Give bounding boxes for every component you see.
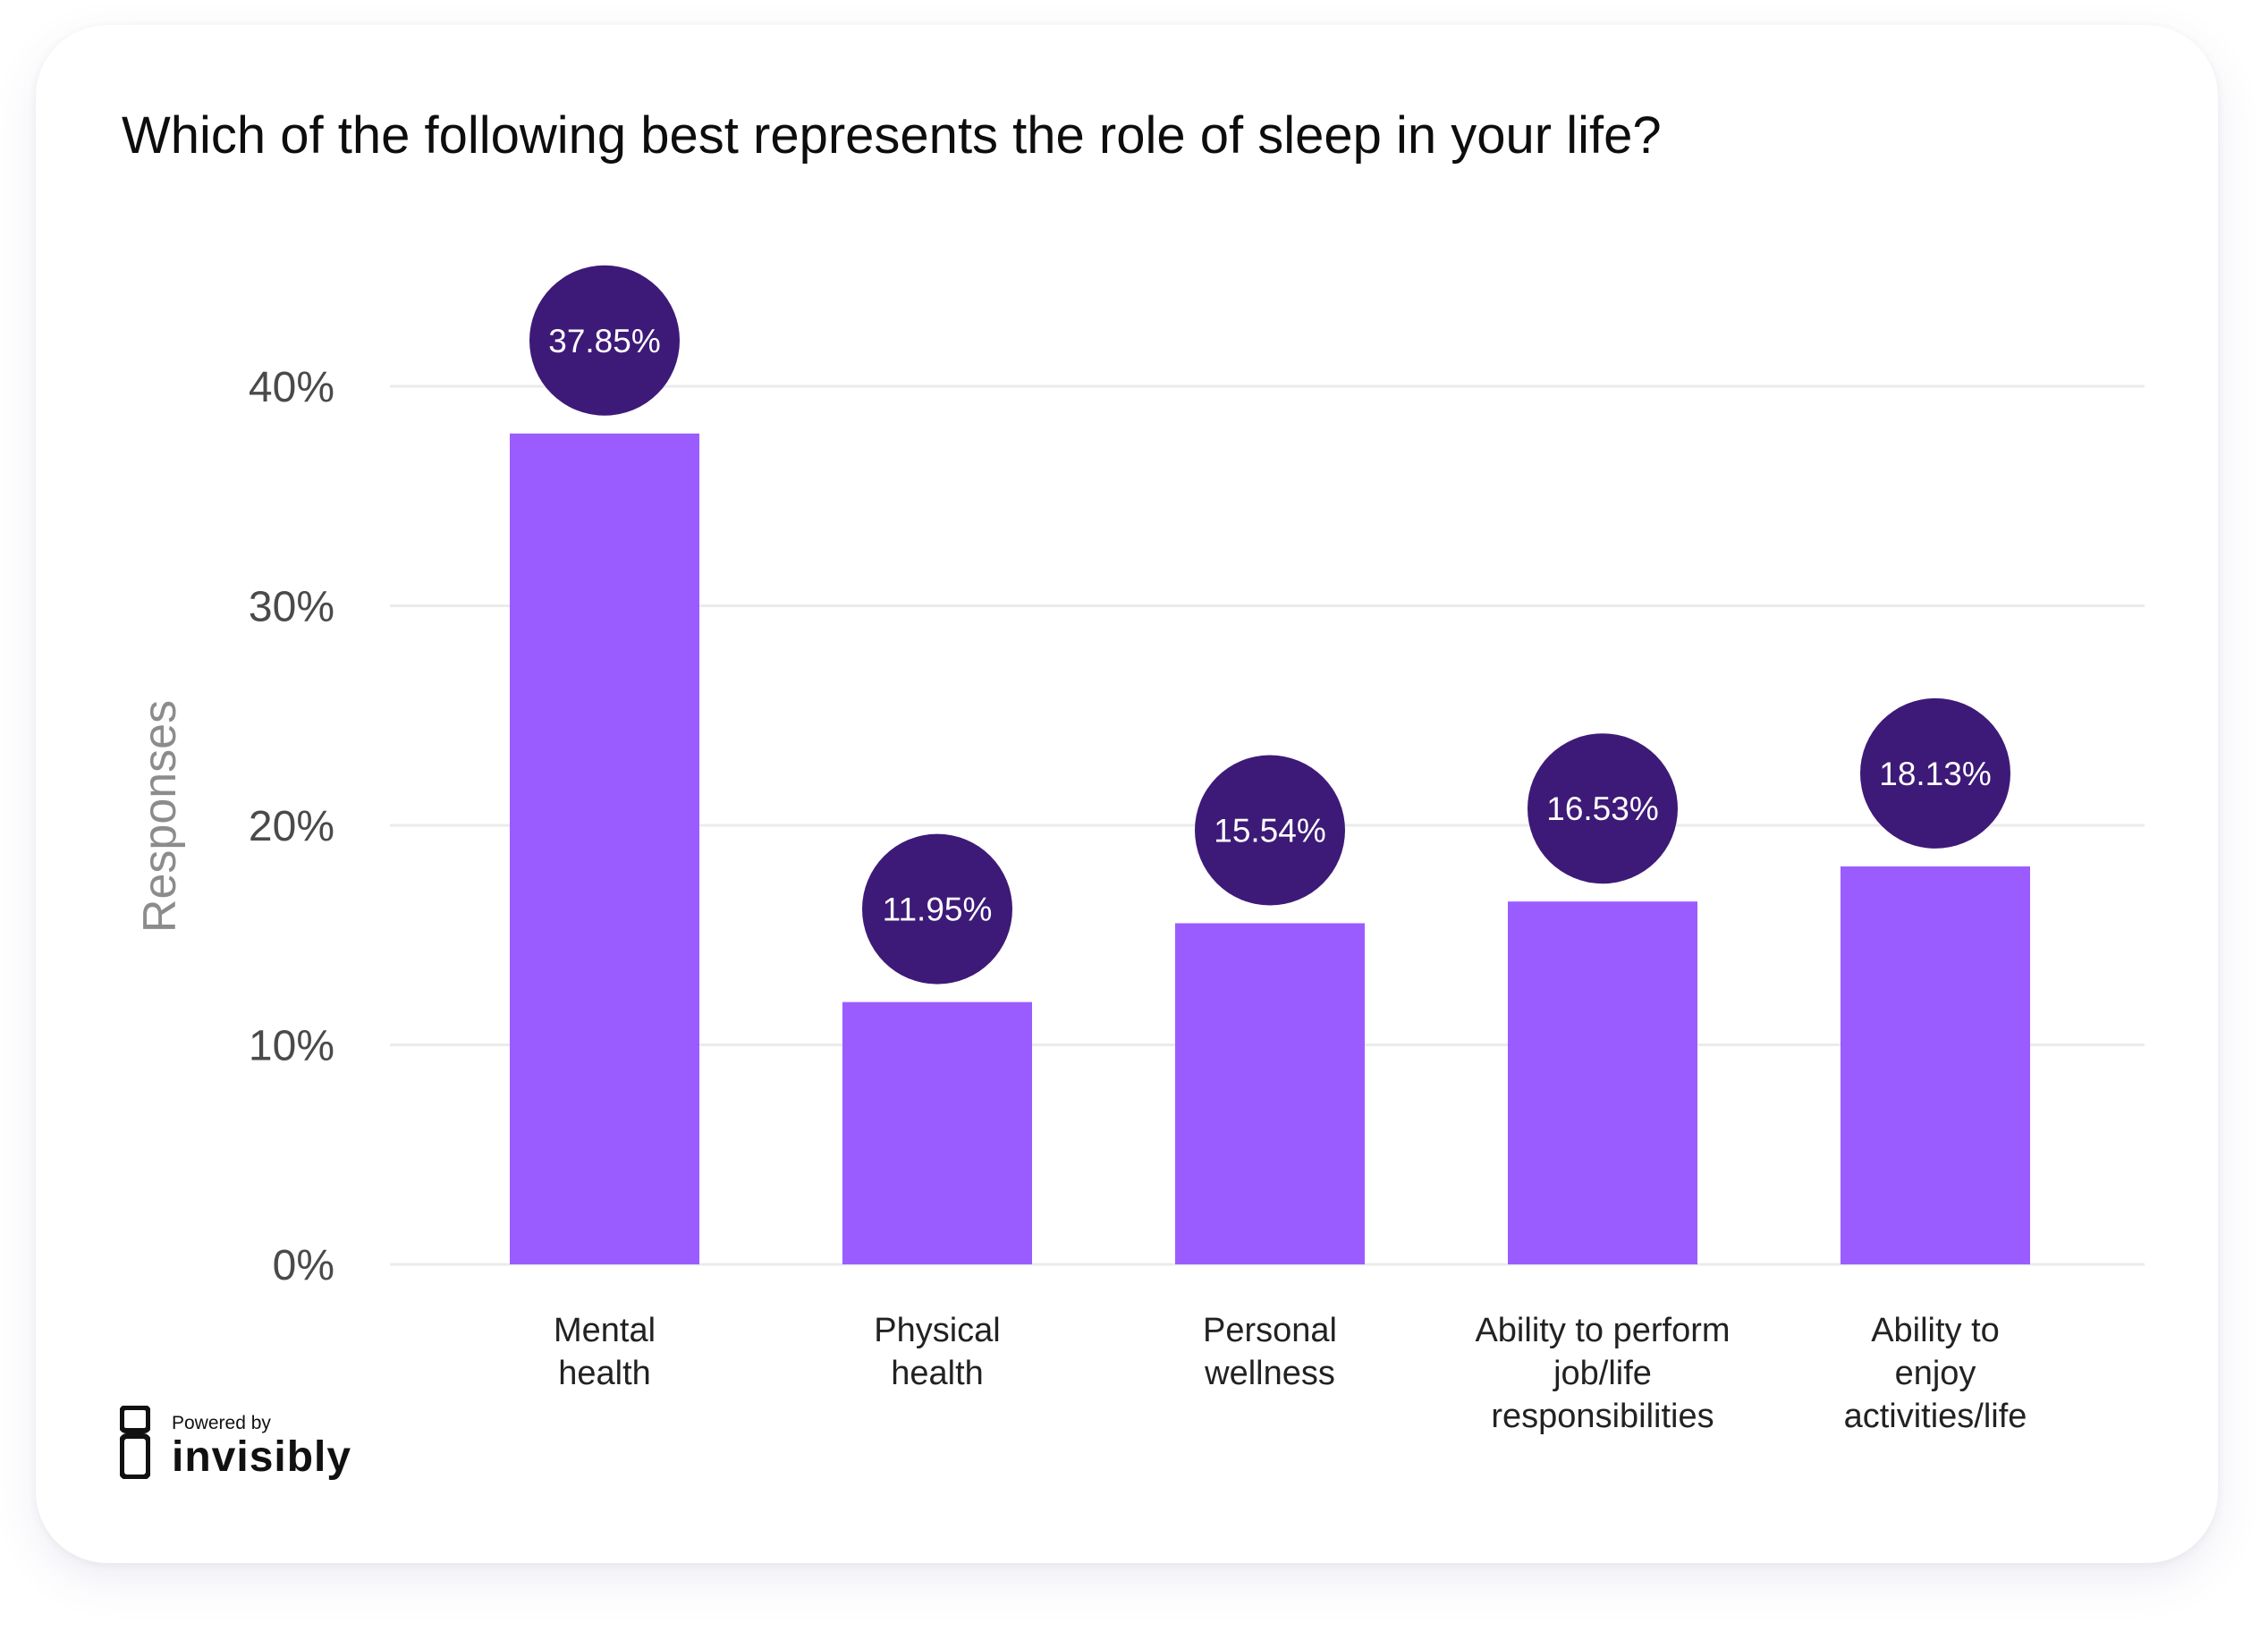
chart-title: Which of the following best represents t… <box>122 106 1662 165</box>
powered-by-label: Powered by <box>172 1413 271 1433</box>
data-label-bubble <box>1860 697 2010 849</box>
data-label: 16.53% <box>1546 790 1659 827</box>
data-label: 11.95% <box>883 892 993 928</box>
data-label: 37.85% <box>548 323 661 359</box>
x-category-label: Ability to <box>1871 1312 2000 1349</box>
data-label-bubble <box>1528 733 1678 884</box>
bar <box>1175 923 1365 1264</box>
bar <box>842 1001 1032 1264</box>
bar <box>510 433 699 1265</box>
y-axis-title: Responses <box>134 700 186 933</box>
brand-logo: Powered by invisibly <box>120 1406 442 1481</box>
x-category-label: Ability to perform <box>1475 1312 1730 1349</box>
x-category-label: health <box>558 1355 651 1392</box>
x-category-label: health <box>891 1355 984 1392</box>
x-category-label: Mental <box>554 1312 656 1349</box>
brand-name: invisibly <box>172 1433 352 1481</box>
data-label-bubble <box>862 833 1012 985</box>
x-category-label: activities/life <box>1844 1398 2027 1435</box>
data-label: 15.54% <box>1214 812 1326 849</box>
x-category-label: enjoy <box>1895 1355 1976 1392</box>
y-tick-label: 10% <box>249 1023 334 1070</box>
data-label: 18.13% <box>1879 756 1992 792</box>
bar <box>1508 901 1697 1264</box>
invisibly-logo-icon <box>120 1406 150 1479</box>
x-category-label: Physical <box>874 1312 1001 1349</box>
y-tick-label: 20% <box>249 803 334 850</box>
chart-card <box>36 25 2218 1563</box>
y-tick-label: 30% <box>249 584 334 631</box>
x-category-label: wellness <box>1204 1355 1335 1392</box>
x-category-label: Personal <box>1203 1312 1337 1349</box>
y-tick-label: 40% <box>249 364 334 411</box>
y-tick-label: 0% <box>273 1242 334 1289</box>
data-label-bubble <box>529 265 680 416</box>
x-category-label: responsibilities <box>1491 1398 1714 1435</box>
data-label-bubble <box>1195 755 1345 906</box>
bar <box>1841 866 2030 1264</box>
x-category-label: job/life <box>1553 1355 1652 1392</box>
